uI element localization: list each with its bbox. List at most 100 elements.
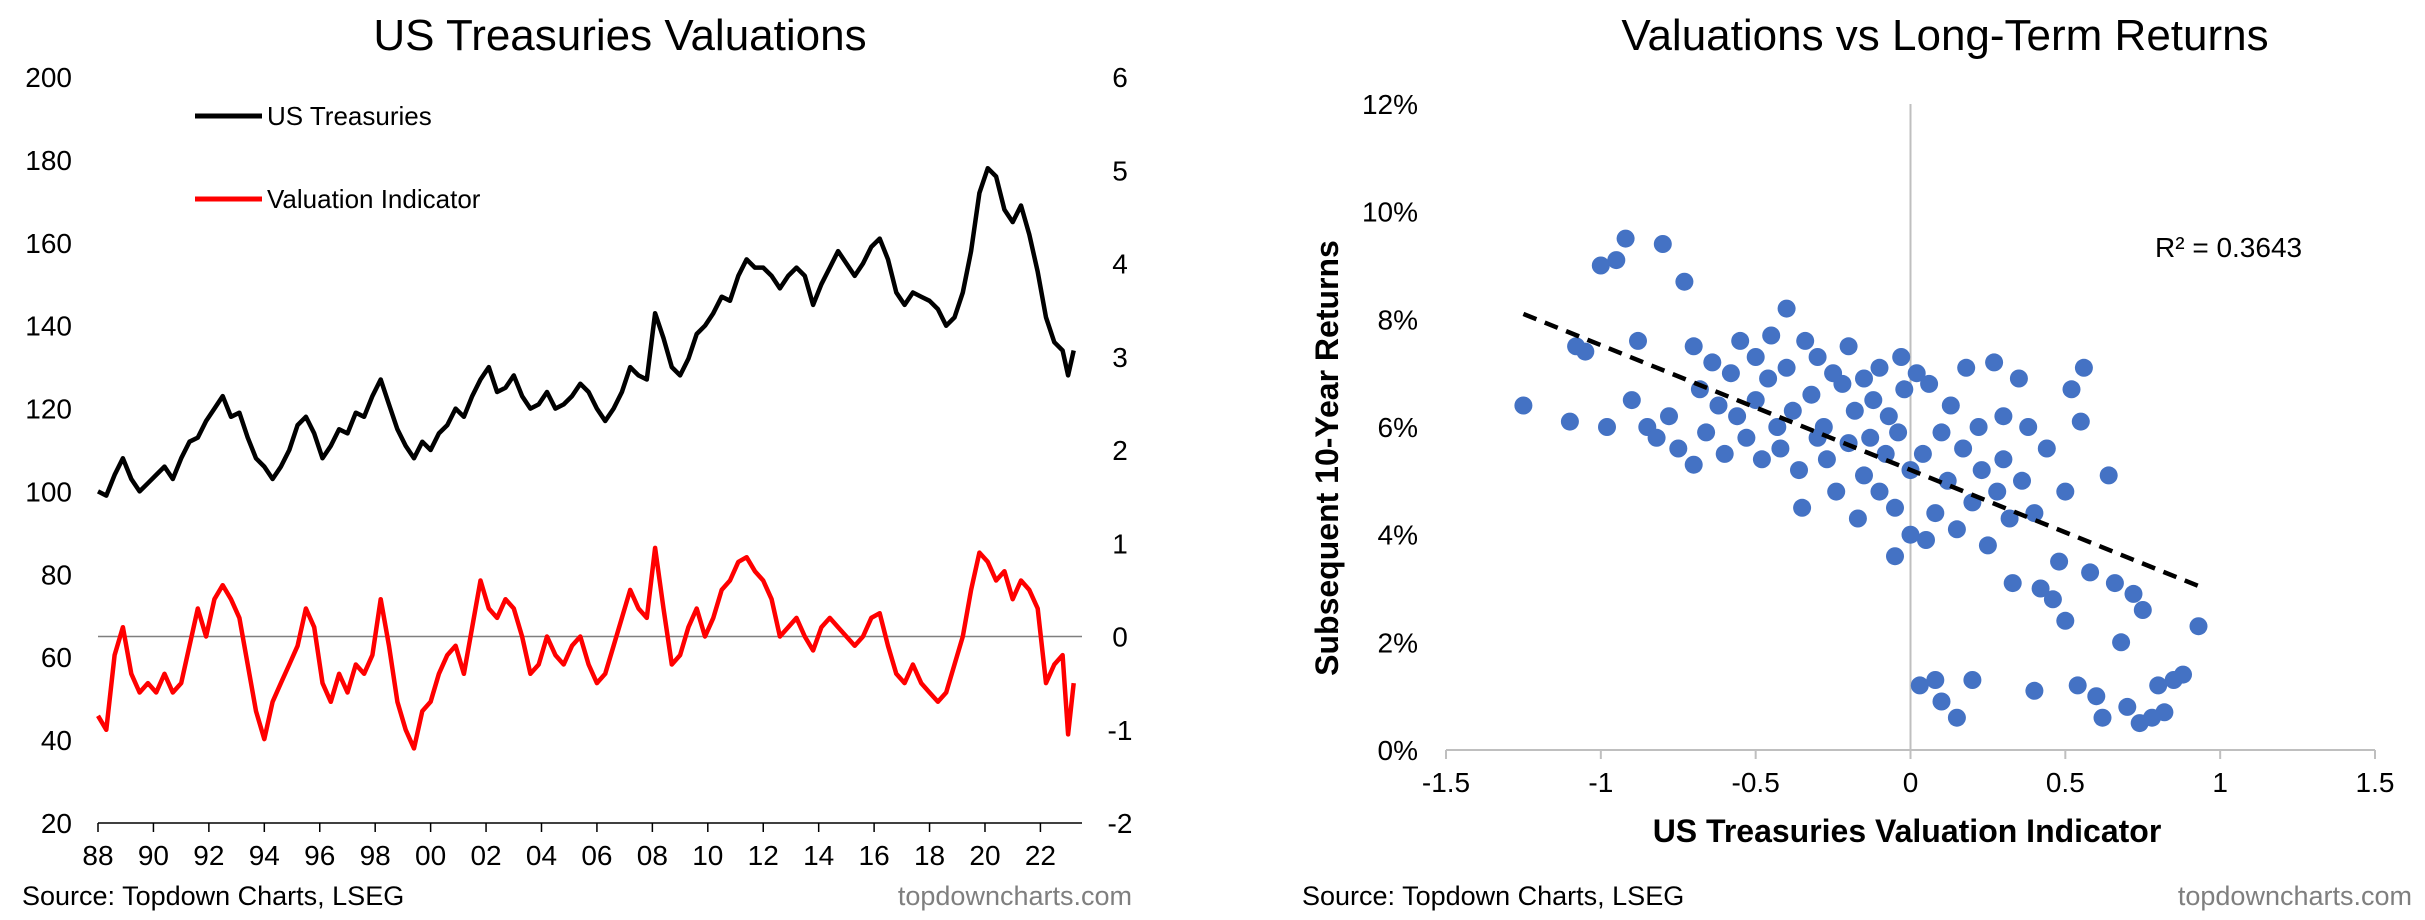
scatter-y-tick-label: 2%	[1378, 627, 1418, 658]
scatter-y-tick-label: 10%	[1362, 197, 1418, 228]
scatter-point	[2189, 617, 2208, 636]
scatter-point	[1514, 396, 1533, 415]
scatter-point	[1560, 412, 1579, 431]
x-tick-label: 14	[803, 840, 834, 871]
left-y-tick-label: 180	[25, 145, 72, 176]
scatter-point	[2043, 590, 2062, 609]
x-tick-label: 10	[692, 840, 723, 871]
right-footer-source: Source: Topdown Charts, LSEG	[1302, 881, 1684, 911]
x-tick-label: 22	[1025, 840, 1056, 871]
scatter-point	[1771, 439, 1790, 458]
x-tick-label: 92	[193, 840, 224, 871]
scatter-point	[1920, 374, 1939, 393]
scatter-point	[2056, 611, 2075, 630]
scatter-point	[2155, 703, 2174, 722]
scatter-point	[1737, 428, 1756, 447]
scatter-point	[1969, 418, 1988, 436]
scatter-point	[2118, 697, 2137, 716]
scatter-point	[1870, 358, 1889, 377]
scatter-point	[1913, 444, 1932, 463]
scatter-point	[1947, 520, 1966, 539]
scatter-point	[2099, 466, 2118, 485]
scatter-point	[1796, 331, 1815, 350]
scatter-point	[1954, 439, 1973, 458]
scatter-point	[2087, 687, 2106, 706]
r-squared-annotation: R² = 0.3643	[2155, 232, 2302, 263]
scatter-point	[1932, 692, 1951, 711]
scatter-point	[1793, 498, 1812, 517]
scatter-point	[2071, 412, 2090, 431]
scatter-point	[1932, 423, 1951, 442]
scatter-point	[1889, 423, 1908, 442]
scatter-x-tick-label: 1	[2212, 767, 2228, 798]
scatter-x-tick-label: 0.5	[2046, 767, 2085, 798]
scatter-point	[1675, 272, 1694, 291]
scatter-point	[1839, 337, 1858, 356]
scatter-point	[1917, 531, 1935, 549]
right-y-tick-label: 5	[1112, 155, 1128, 186]
scatter-point	[1941, 396, 1960, 415]
scatter-point	[1731, 331, 1750, 350]
scatter-point	[1703, 353, 1722, 372]
scatter-point	[2050, 552, 2069, 571]
legend-label-valuation-indicator: Valuation Indicator	[267, 184, 481, 214]
scatter-point	[1622, 391, 1641, 410]
scatter-point	[2068, 676, 2087, 695]
scatter-point	[2013, 471, 2031, 490]
scatter-point	[1870, 482, 1889, 501]
scatter-point	[1978, 536, 1997, 555]
left-y-tick-label: 20	[41, 808, 72, 839]
scatter-point	[1746, 348, 1765, 366]
scatter-point	[2093, 708, 2112, 727]
right-y-tick-label: 0	[1112, 622, 1128, 653]
right-y-tick-label: 1	[1112, 528, 1128, 559]
scatter-point	[1907, 364, 1926, 383]
scatter-point	[2112, 633, 2131, 652]
scatter-point	[1669, 439, 1688, 458]
scatter-point	[2174, 665, 2192, 684]
scatter-point	[2025, 504, 2044, 523]
left-y-tick-label: 40	[41, 725, 72, 756]
right-y-tick-label: 6	[1112, 62, 1128, 93]
left-y-tick-label: 140	[25, 311, 72, 342]
scatter-x-axis-ticks: -1.5 -1 -0.5 0 0.5 1 1.5	[1422, 750, 2394, 798]
x-tick-label: 02	[470, 840, 501, 871]
right-y-tick-label: 2	[1112, 435, 1128, 466]
x-tick-label: 12	[748, 840, 779, 871]
scatter-y-tick-label: 0%	[1378, 735, 1418, 766]
scatter-point	[1629, 331, 1647, 350]
scatter-point	[1777, 358, 1796, 377]
right-y-tick-label: -1	[1108, 715, 1133, 746]
scatter-point	[2037, 439, 2056, 458]
legend-label-us-treasuries: US Treasuries	[267, 101, 432, 131]
scatter-point	[1783, 401, 1802, 420]
scatter-point	[1576, 342, 1595, 361]
scatter-point	[1833, 374, 1852, 393]
scatter-point	[1790, 461, 1808, 480]
left-footer-site: topdowncharts.com	[898, 881, 1132, 911]
left-y-tick-label: 60	[41, 642, 72, 673]
scatter-point	[1864, 391, 1883, 410]
scatter-y-tick-label: 8%	[1378, 304, 1418, 335]
scatter-point	[1684, 455, 1703, 474]
scatter-point	[1988, 482, 2007, 501]
scatter-y-axis-title: Subsequent 10-Year Returns	[1309, 240, 1345, 676]
x-tick-label: 16	[859, 840, 890, 871]
x-axis-ticks: 88 90 92 94 96 98 00 02 04 06 08 10 12 14 16 18 20 22	[82, 823, 1056, 871]
scatter-point	[1926, 671, 1945, 689]
scatter-point	[1855, 466, 1873, 485]
scatter-point	[1886, 498, 1904, 517]
series-line-us-treasuries	[96, 165, 1076, 498]
scatter-point	[1660, 407, 1678, 426]
scatter-point	[1777, 299, 1796, 318]
scatter-point	[1647, 428, 1666, 447]
scatter-point	[1684, 337, 1703, 356]
scatter-point	[1607, 251, 1626, 270]
x-tick-label: 18	[914, 840, 945, 871]
scatter-point	[1886, 547, 1904, 566]
scatter-y-tick-label: 12%	[1362, 89, 1418, 120]
scatter-point	[1827, 482, 1846, 501]
scatter-point	[2074, 358, 2093, 377]
x-tick-label: 08	[637, 840, 668, 871]
